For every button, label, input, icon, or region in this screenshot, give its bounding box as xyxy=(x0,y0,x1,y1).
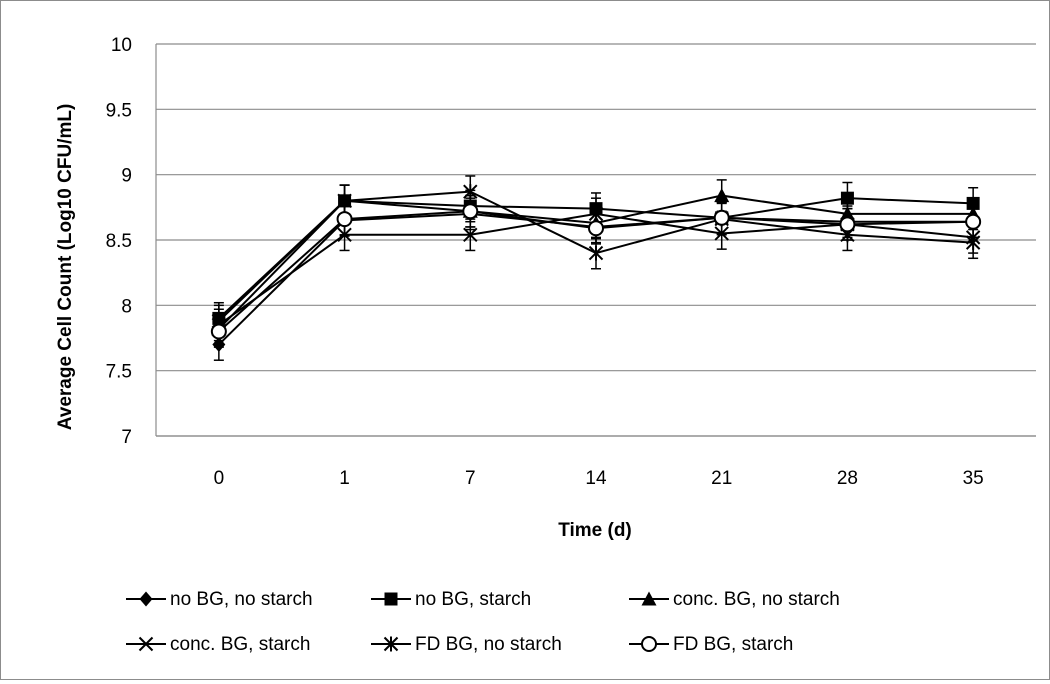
legend-marker xyxy=(139,591,153,607)
square-marker-shape xyxy=(384,592,398,606)
x-tick-label: 7 xyxy=(465,468,476,489)
legend-label: FD BG, starch xyxy=(673,634,793,655)
circle-marker-shape xyxy=(462,203,479,220)
legend-marker xyxy=(138,636,154,652)
x-axis-title: Time (d) xyxy=(558,520,632,541)
data-point xyxy=(588,245,604,261)
x-tick-label: 28 xyxy=(837,468,858,489)
legend-marker xyxy=(383,636,399,652)
data-point xyxy=(713,209,730,226)
x-marker-stroke xyxy=(463,227,478,242)
x-tick-label: 1 xyxy=(339,468,350,489)
legend-item: no BG, no starch xyxy=(126,589,313,610)
legend-item: FD BG, no starch xyxy=(371,634,562,655)
y-tick-label: 8.5 xyxy=(106,231,132,252)
legend: no BG, no starch no BG, starch conc. BG, n… xyxy=(126,589,840,655)
data-point xyxy=(462,203,479,220)
legend-marker xyxy=(641,591,657,606)
circle-marker-shape xyxy=(965,213,982,230)
x-tick-label: 14 xyxy=(585,468,607,489)
data-point xyxy=(588,220,604,237)
data-point xyxy=(463,227,478,242)
y-tick-label: 9.5 xyxy=(106,100,132,121)
legend-label: no BG, starch xyxy=(415,589,531,610)
legend-label: conc. BG, starch xyxy=(170,634,310,655)
series-6 xyxy=(210,194,982,348)
circle-marker-shape xyxy=(336,211,353,228)
circle-marker-shape xyxy=(641,636,657,652)
legend-label: conc. BG, no starch xyxy=(673,589,840,610)
data-point xyxy=(839,216,856,233)
y-tick-label: 9 xyxy=(121,166,132,187)
triangle-marker-shape xyxy=(714,188,730,203)
x-tick-label: 0 xyxy=(214,468,225,489)
diamond-marker-shape xyxy=(139,591,153,607)
legend-item: no BG, starch xyxy=(371,589,531,610)
circle-marker-shape xyxy=(210,323,227,340)
circle-marker-shape xyxy=(588,220,604,237)
data-point xyxy=(336,211,353,228)
y-axis-ticks: 7 7.5 8 8.5 9 9.5 10 xyxy=(106,35,132,448)
legend-item: FD BG, starch xyxy=(629,634,793,655)
legend-label: FD BG, no starch xyxy=(415,634,562,655)
legend-marker xyxy=(641,636,657,652)
y-tick-label: 7 xyxy=(121,427,132,448)
data-point xyxy=(210,323,227,340)
x-axis-ticks: 0 1 7 14 21 28 35 xyxy=(214,468,984,489)
x-marker-stroke xyxy=(138,636,154,652)
legend-item: conc. BG, starch xyxy=(126,634,310,655)
circle-marker-shape xyxy=(713,209,730,226)
y-axis-title: Average Cell Count (Log10 CFU/mL) xyxy=(55,104,76,431)
x-tick-label: 21 xyxy=(711,468,732,489)
series-layer xyxy=(210,175,982,361)
circle-marker-shape xyxy=(839,216,856,233)
triangle-marker-shape xyxy=(641,591,657,606)
data-point xyxy=(714,188,730,203)
legend-label: no BG, no starch xyxy=(170,589,313,610)
y-tick-label: 8 xyxy=(121,296,132,317)
legend-marker xyxy=(384,592,398,606)
y-tick-label: 10 xyxy=(111,35,132,56)
data-point xyxy=(965,213,982,230)
x-tick-label: 35 xyxy=(963,468,984,489)
legend-item: conc. BG, no starch xyxy=(629,589,840,610)
y-tick-label: 7.5 xyxy=(106,362,132,383)
